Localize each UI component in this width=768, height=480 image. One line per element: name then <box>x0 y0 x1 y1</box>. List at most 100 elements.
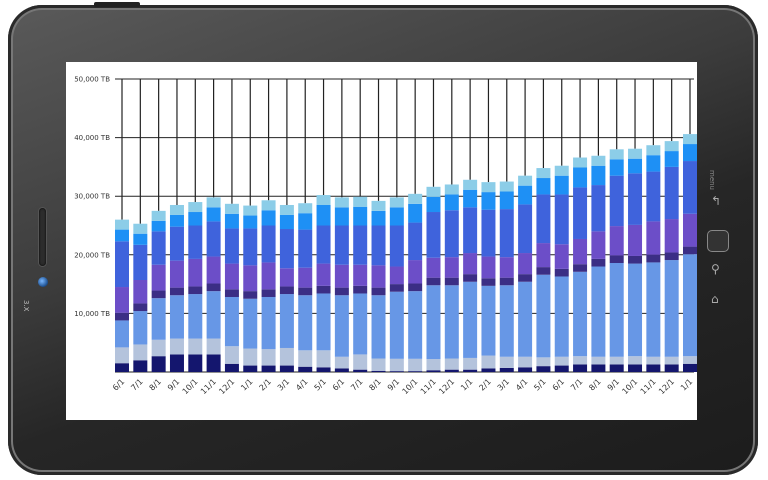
x-tick-label: 7/1 <box>349 377 364 392</box>
bar-segment-s8 <box>518 175 533 186</box>
bar-segment-s5 <box>628 224 643 256</box>
bar-segment-s1 <box>206 354 221 372</box>
bar-segment-s6 <box>316 225 331 264</box>
bar-segment-s1 <box>115 363 129 372</box>
bar-segment-s7 <box>683 144 697 162</box>
bar-segment-s6 <box>389 225 404 267</box>
bar-segment-s2 <box>334 356 349 369</box>
bar-segment-s7 <box>353 206 368 226</box>
bar-segment-s1 <box>243 365 258 372</box>
menu-button[interactable]: menu <box>708 170 716 190</box>
bar-segment-s5 <box>683 213 697 247</box>
bar-segment-s6 <box>151 231 166 265</box>
bar-segment-s2 <box>389 358 404 372</box>
y-tick-label: 50,000 TB <box>74 76 110 84</box>
bar-segment-s3 <box>389 291 404 359</box>
bar-segment-s4 <box>609 255 624 264</box>
bar-segment-s8 <box>115 219 129 230</box>
house-icon[interactable]: ⌂ <box>711 292 719 306</box>
home-icon[interactable] <box>707 230 729 252</box>
bar-segment-s4 <box>243 291 258 299</box>
bar-segment-s7 <box>169 214 184 227</box>
bar-segment-s6 <box>481 209 496 257</box>
bar-segment-s6 <box>499 209 514 258</box>
bar-segment-s4 <box>408 283 423 292</box>
bar-segment-s5 <box>664 219 679 253</box>
bar-segment-s2 <box>151 339 166 357</box>
bar-segment-s6 <box>353 225 368 265</box>
x-tick-label: 1/1 <box>679 377 694 392</box>
bar-segment-s4 <box>591 258 606 267</box>
bar-segment-s5 <box>499 257 514 278</box>
bar-segment-s7 <box>591 165 606 186</box>
x-tick-label: 7/1 <box>129 377 144 392</box>
bar-segment-s6 <box>536 194 551 244</box>
bar-segment-s7 <box>243 215 258 229</box>
bar-segment-s7 <box>536 178 551 195</box>
bar-segment-s2 <box>609 356 624 365</box>
bar-segment-s6 <box>261 225 276 263</box>
bar-segment-s1 <box>371 370 386 372</box>
bar-segment-s4 <box>573 264 588 272</box>
bar-segment-s7 <box>133 233 148 245</box>
bar-segment-s7 <box>408 203 423 223</box>
bar-segment-s8 <box>573 157 588 168</box>
x-tick-label: 4/1 <box>514 377 529 392</box>
bar-segment-s4 <box>334 287 349 296</box>
bar-segment-s5 <box>481 256 496 279</box>
bar-segment-s7 <box>463 189 478 208</box>
bar-segment-s7 <box>646 155 661 172</box>
bar-segment-s7 <box>279 214 294 230</box>
bar-segment-s2 <box>463 357 478 370</box>
x-tick-label: 8/1 <box>367 377 382 392</box>
bar-segment-s8 <box>151 210 166 221</box>
x-tick-label: 6/1 <box>331 377 346 392</box>
bar-segment-s5 <box>169 260 184 288</box>
bar-segment-s8 <box>371 200 386 211</box>
x-tick-label: 5/1 <box>312 377 327 392</box>
y-tick-label: 30,000 TB <box>74 193 110 201</box>
x-tick-label: 12/1 <box>217 377 236 396</box>
bar-segment-s4 <box>261 289 276 297</box>
bar-segment-s1 <box>518 367 533 372</box>
x-tick-label: 11/1 <box>639 377 658 396</box>
bar-segment-s7 <box>628 158 643 174</box>
bar-segment-s2 <box>371 358 386 371</box>
bar-segment-s7 <box>389 207 404 226</box>
bar-segment-s4 <box>426 277 441 286</box>
bar-segment-s5 <box>591 231 606 259</box>
bar-segment-s6 <box>243 228 258 266</box>
bar-segment-s6 <box>133 244 148 280</box>
bar-segment-s4 <box>536 267 551 275</box>
bar-segment-s3 <box>646 262 661 357</box>
bar-segment-s7 <box>518 185 533 205</box>
search-icon[interactable]: ⚲ <box>711 262 720 276</box>
bar-segment-s8 <box>408 193 423 204</box>
bar-segment-s8 <box>334 197 349 208</box>
bar-segment-s5 <box>554 244 569 269</box>
bar-segment-s7 <box>151 220 166 232</box>
bar-segment-s3 <box>444 285 459 359</box>
bar-segment-s5 <box>298 267 313 288</box>
bar-segment-s6 <box>169 226 184 261</box>
bar-segment-s3 <box>664 260 679 357</box>
bar-segment-s3 <box>188 294 203 339</box>
back-icon[interactable]: ↰ <box>711 194 722 208</box>
bar-segment-s6 <box>426 212 441 258</box>
bar-segment-s1 <box>664 364 679 372</box>
bar-segment-s8 <box>389 197 404 208</box>
bar-segment-s1 <box>408 371 423 372</box>
y-tick-label: 20,000 TB <box>74 251 110 259</box>
x-tick-label: 11/1 <box>419 377 438 396</box>
bar-segment-s8 <box>206 197 221 208</box>
bar-segment-s5 <box>371 265 386 288</box>
bar-segment-s8 <box>298 203 313 214</box>
bar-segment-s6 <box>628 173 643 225</box>
bar-segment-s5 <box>243 265 258 292</box>
x-tick-label: 4/1 <box>294 377 309 392</box>
bar-segment-s7 <box>609 159 624 176</box>
bar-segment-s8 <box>463 179 478 190</box>
power-button[interactable] <box>94 2 140 7</box>
bar-segment-s1 <box>683 363 697 372</box>
brand-label: 3.X <box>22 300 30 312</box>
